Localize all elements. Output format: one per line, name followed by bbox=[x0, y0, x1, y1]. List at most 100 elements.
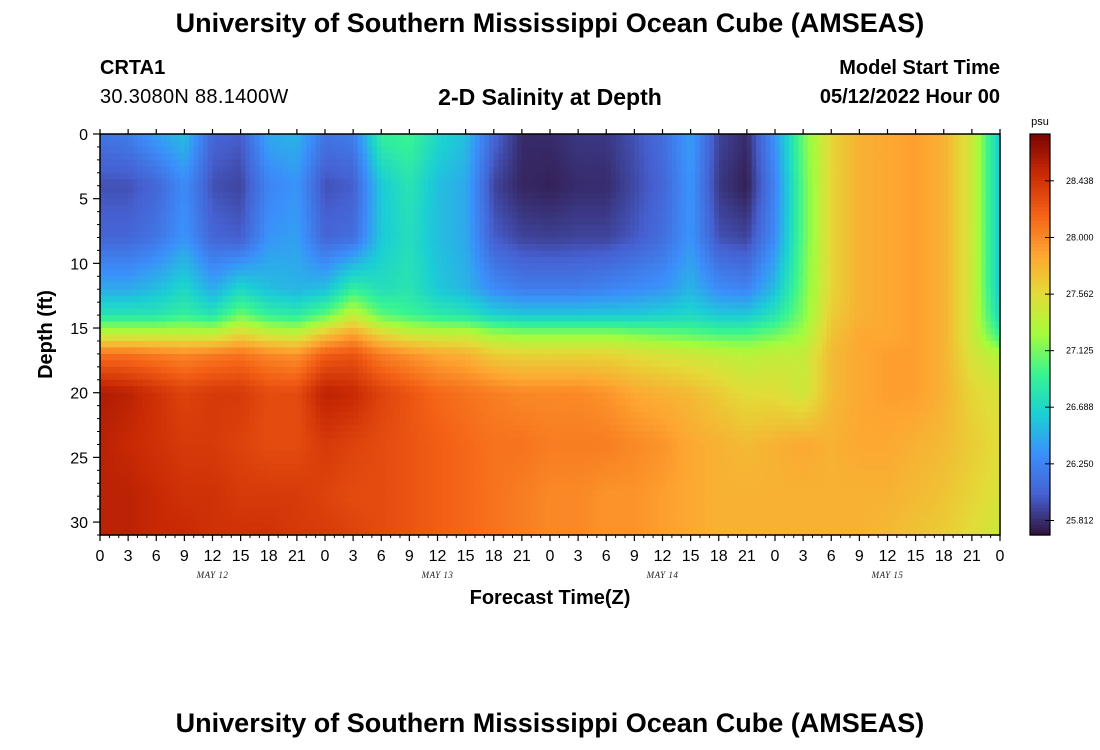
heatmap-cell bbox=[151, 205, 157, 213]
heatmap-cell bbox=[198, 153, 204, 161]
heatmap-cell bbox=[765, 243, 771, 252]
heatmap-cell bbox=[850, 289, 856, 297]
heatmap-cell bbox=[348, 289, 354, 297]
heatmap-cell bbox=[367, 269, 373, 277]
heatmap-cell bbox=[653, 269, 659, 277]
heatmap-cell bbox=[976, 211, 982, 219]
heatmap-cell bbox=[207, 179, 214, 187]
heatmap-cell bbox=[217, 134, 223, 142]
heatmap-cell bbox=[348, 218, 354, 226]
heatmap-cell bbox=[428, 276, 434, 284]
heatmap-cell bbox=[606, 211, 612, 219]
heatmap-cell bbox=[132, 276, 139, 284]
heatmap-cell bbox=[114, 243, 120, 252]
heatmap-cell bbox=[746, 179, 753, 187]
heatmap-cell bbox=[170, 153, 176, 161]
heatmap-cell bbox=[943, 256, 950, 264]
heatmap-cell bbox=[995, 205, 1001, 213]
heatmap-cell bbox=[582, 205, 589, 213]
heatmap-cell bbox=[906, 146, 912, 155]
heatmap-cell bbox=[503, 289, 509, 297]
heatmap-cell bbox=[995, 250, 1001, 258]
heatmap-cell bbox=[864, 231, 870, 239]
heatmap-cell bbox=[971, 140, 978, 148]
heatmap-cell bbox=[479, 159, 485, 167]
heatmap-cell bbox=[601, 192, 607, 200]
heatmap-cell bbox=[840, 218, 846, 226]
heatmap-cell bbox=[554, 140, 560, 148]
heatmap-cell bbox=[531, 185, 537, 193]
heatmap-cell bbox=[742, 185, 748, 193]
heatmap-cell bbox=[784, 289, 790, 297]
heatmap-cell bbox=[667, 146, 673, 155]
heatmap-cell bbox=[470, 237, 476, 245]
heatmap-cell bbox=[962, 276, 968, 284]
heatmap-cell bbox=[193, 146, 200, 155]
heatmap-cell bbox=[512, 282, 518, 290]
heatmap-cell bbox=[428, 289, 434, 297]
heatmap-cell bbox=[925, 205, 931, 213]
heatmap-cell bbox=[390, 282, 396, 290]
heatmap-cell bbox=[892, 256, 898, 264]
heatmap-cell bbox=[803, 185, 809, 193]
heatmap-cell bbox=[507, 237, 514, 245]
heatmap-cell bbox=[732, 211, 739, 219]
heatmap-cell bbox=[929, 140, 935, 148]
heatmap-cell bbox=[142, 166, 148, 174]
heatmap-cell bbox=[301, 231, 307, 239]
heatmap-cell bbox=[207, 166, 214, 174]
heatmap-cell bbox=[442, 250, 448, 258]
heatmap-cell bbox=[821, 269, 828, 277]
heatmap-cell bbox=[892, 153, 898, 161]
heatmap-cell bbox=[250, 263, 256, 271]
heatmap-cell bbox=[985, 205, 992, 213]
heatmap-cell bbox=[325, 276, 331, 284]
heatmap-cell bbox=[109, 211, 115, 219]
heatmap-cell bbox=[460, 179, 467, 187]
heatmap-cell bbox=[732, 295, 739, 303]
heatmap-cell bbox=[137, 231, 143, 239]
heatmap-cell bbox=[146, 140, 153, 148]
heatmap-cell bbox=[526, 198, 532, 206]
heatmap-cell bbox=[264, 179, 270, 187]
heatmap-cell bbox=[385, 211, 392, 219]
heatmap-cell bbox=[437, 153, 443, 161]
heatmap-cell bbox=[925, 289, 931, 297]
heatmap-cell bbox=[179, 166, 185, 174]
heatmap-cell bbox=[854, 256, 860, 264]
heatmap-cell bbox=[282, 179, 289, 187]
heatmap-cell bbox=[746, 134, 753, 142]
heatmap-cell bbox=[193, 243, 200, 252]
heatmap-cell bbox=[714, 172, 720, 180]
heatmap-cell bbox=[268, 263, 275, 271]
heatmap-cell bbox=[625, 282, 631, 290]
heatmap-cell bbox=[142, 146, 148, 155]
heatmap-cell bbox=[775, 205, 781, 213]
heatmap-cell bbox=[685, 153, 692, 161]
heatmap-cell bbox=[634, 146, 640, 155]
heatmap-cell bbox=[901, 269, 907, 277]
heatmap-cell bbox=[728, 146, 734, 155]
heatmap-cell bbox=[728, 289, 734, 297]
heatmap-cell bbox=[779, 205, 785, 213]
heatmap-cell bbox=[845, 153, 851, 161]
heatmap-cell bbox=[212, 218, 218, 226]
heatmap-cell bbox=[578, 179, 584, 187]
heatmap-cell bbox=[812, 276, 818, 284]
heatmap-cell bbox=[821, 198, 828, 206]
heatmap-cell bbox=[985, 179, 992, 187]
heatmap-cell bbox=[592, 205, 598, 213]
heatmap-cell bbox=[203, 185, 209, 193]
heatmap-cell bbox=[442, 243, 448, 252]
heatmap-cell bbox=[770, 172, 776, 180]
heatmap-cell bbox=[582, 243, 589, 252]
heatmap-cell bbox=[995, 172, 1001, 180]
heatmap-cell bbox=[887, 153, 893, 161]
heatmap-cell bbox=[606, 205, 612, 213]
heatmap-cell bbox=[737, 140, 743, 148]
heatmap-cell bbox=[582, 263, 589, 271]
heatmap-cell bbox=[123, 172, 129, 180]
heatmap-cell bbox=[517, 224, 523, 232]
heatmap-cell bbox=[254, 172, 260, 180]
heatmap-cell bbox=[971, 185, 978, 193]
